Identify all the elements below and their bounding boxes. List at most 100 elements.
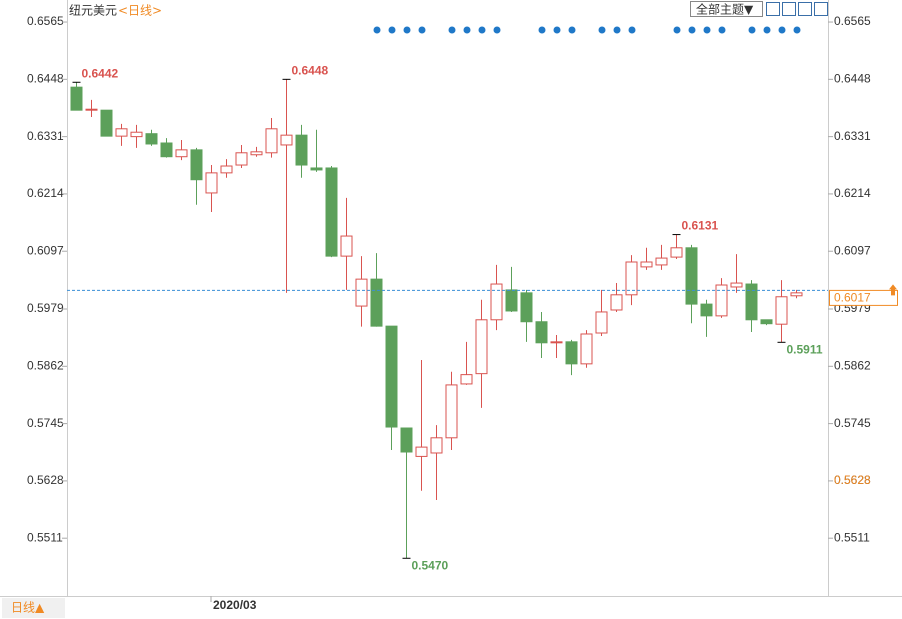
y2-tick-label: 0.6565 (834, 14, 871, 28)
candle-body (490, 283, 503, 321)
candle-body (640, 261, 653, 268)
candle-body (190, 149, 203, 181)
candle-body (235, 152, 248, 166)
chart-title: 纽元美元 (69, 4, 117, 18)
candle-body (355, 278, 368, 307)
candle-body (415, 446, 428, 457)
y-tick-label: 0.6331 (27, 129, 64, 143)
y-tick-label: 0.5628 (27, 473, 64, 487)
event-dot (493, 26, 501, 34)
candle-body (340, 235, 353, 257)
event-dot (568, 26, 576, 34)
toolbar-icons[interactable] (766, 2, 828, 16)
event-dot (628, 26, 636, 34)
candle-body (565, 341, 578, 365)
x-tick-label: 2020/03 (213, 598, 257, 612)
candle-body (325, 167, 338, 257)
marker-price-label: 0.5628 (834, 473, 871, 487)
event-dot (793, 26, 801, 34)
candle-body (400, 427, 413, 453)
event-dot (373, 26, 381, 34)
candle-body (610, 294, 623, 311)
y2-tick-label: 0.5745 (834, 416, 871, 430)
candle-body (385, 325, 398, 428)
candle-body (310, 167, 323, 171)
candle-body (100, 109, 113, 137)
event-dot (703, 26, 711, 34)
candle-body (70, 86, 83, 111)
chart-subtitle: <日线> (118, 4, 162, 18)
event-dot (748, 26, 756, 34)
event-dot (448, 26, 456, 34)
y2-tick-label: 0.6331 (834, 129, 871, 143)
event-dot (673, 26, 681, 34)
candle-body (265, 128, 278, 154)
candle-body (715, 284, 728, 317)
candle-body (685, 247, 698, 305)
y-tick-label: 0.6214 (27, 186, 64, 200)
candle-body (745, 283, 758, 321)
candle-body (130, 131, 143, 138)
candle-body (535, 321, 548, 344)
y-tick-label: 0.6565 (27, 14, 64, 28)
event-dot (403, 26, 411, 34)
y-tick-label: 0.5511 (27, 530, 63, 544)
candle-body (115, 128, 128, 137)
candle-body (670, 247, 683, 258)
y-tick-label: 0.5979 (27, 301, 64, 315)
event-dot (718, 26, 726, 34)
event-dot (613, 26, 621, 34)
candle-body (85, 108, 98, 111)
high-label: 0.6131 (682, 219, 719, 233)
high-label: 0.6442 (82, 66, 119, 80)
candle-body (760, 319, 773, 325)
candle-body (520, 292, 533, 323)
last-price-box (829, 289, 898, 306)
event-dot (538, 26, 546, 34)
period-button[interactable]: 日线▲ (11, 601, 45, 615)
y2-tick-label: 0.5511 (834, 530, 870, 544)
period-button-bg[interactable] (2, 598, 65, 618)
event-dot (598, 26, 606, 34)
candle-body (790, 292, 803, 297)
candle-body (550, 341, 563, 344)
y-tick-label: 0.6097 (27, 243, 64, 257)
y2-tick-label: 0.5862 (834, 358, 871, 372)
high-label: 0.6448 (292, 64, 329, 78)
candle-body (580, 333, 593, 365)
event-dot (553, 26, 561, 34)
y-tick-label: 0.5862 (27, 358, 64, 372)
y2-tick-label: 0.6214 (834, 186, 871, 200)
candle-body (775, 296, 788, 325)
candle-body (700, 303, 713, 317)
candle-body (460, 374, 473, 385)
candle-body (220, 165, 233, 174)
candle-body (595, 311, 608, 334)
candle-body (160, 142, 173, 158)
candle-body (370, 278, 383, 327)
event-dot (388, 26, 396, 34)
event-dot (478, 26, 486, 34)
low-label: 0.5470 (412, 558, 449, 572)
candle-body (505, 289, 518, 312)
event-dot (463, 26, 471, 34)
y-tick-label: 0.5745 (27, 416, 64, 430)
last-price-arrow (889, 284, 897, 296)
candle-body (655, 257, 668, 266)
candle-body (625, 261, 638, 296)
y2-tick-label: 0.6448 (834, 72, 871, 86)
theme-button[interactable] (690, 1, 763, 17)
candle-body (430, 437, 443, 454)
last-price-label: 0.6017 (834, 291, 871, 305)
event-dot (418, 26, 426, 34)
candle-body (730, 282, 743, 288)
event-dot (688, 26, 696, 34)
candle-body (145, 133, 158, 145)
event-dot (778, 26, 786, 34)
candle-body (295, 134, 308, 166)
candle-body (175, 149, 188, 158)
theme-button-label[interactable]: 全部主题▼ (696, 2, 754, 17)
candle-body (250, 151, 263, 156)
